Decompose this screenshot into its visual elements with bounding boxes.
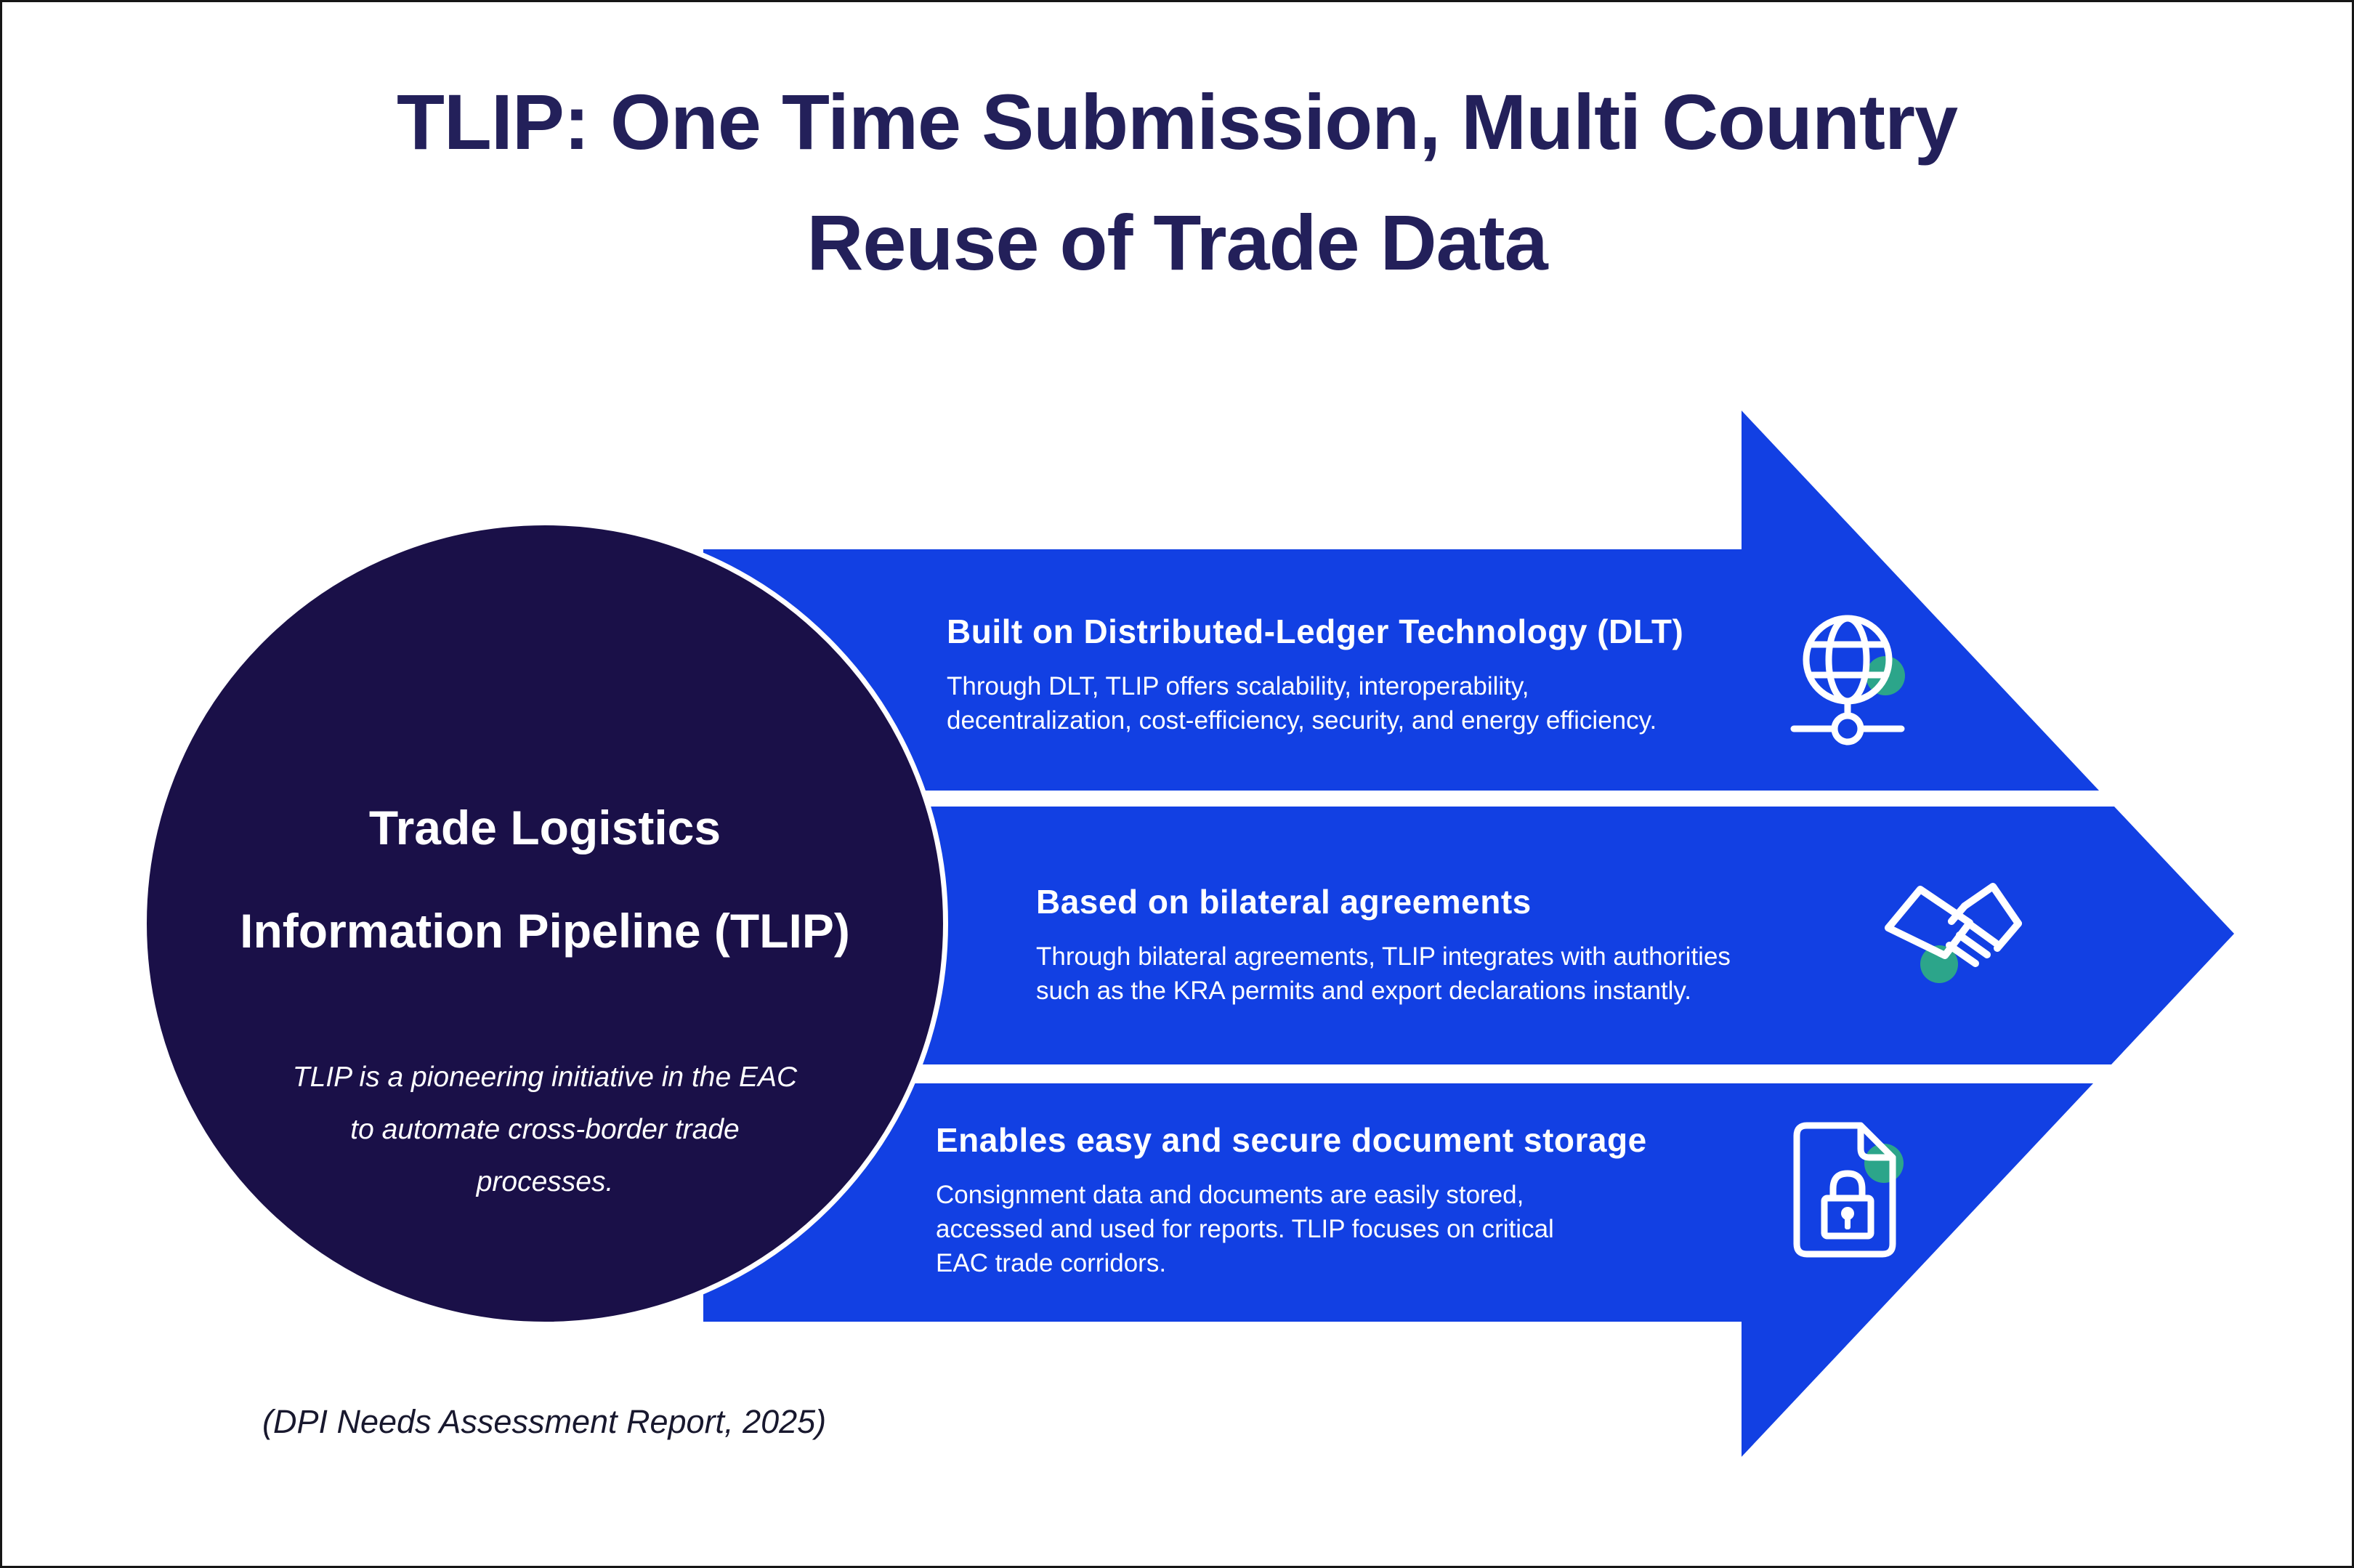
arrow-band-shape-middle — [703, 807, 2234, 1064]
circle-title-line2: Information Pipeline (TLIP) — [240, 904, 850, 958]
tlip-circle: Trade Logistics Information Pipeline (TL… — [142, 520, 948, 1327]
globe-network-icon — [1790, 615, 1905, 745]
circle-description: TLIP is a pioneering initiative in the E… — [292, 1062, 798, 1197]
arrow-band-shape-bottom — [703, 1083, 2093, 1457]
page-title-line2: Reuse of Trade Data — [806, 198, 1548, 286]
document-lock-icon — [1793, 1122, 1904, 1258]
band-1-body: Through DLT, TLIP offers scalability, in… — [947, 672, 1657, 735]
page-title-line1: TLIP: One Time Submission, Multi Country — [396, 78, 1958, 166]
handshake-icon — [1885, 883, 2022, 983]
band-1-heading: Built on Distributed-Ledger Technology (… — [947, 613, 1684, 650]
citation-text: (DPI Needs Assessment Report, 2025) — [262, 1403, 827, 1440]
band-3-heading: Enables easy and secure document storage — [936, 1121, 1647, 1159]
band-3-text: Enables easy and secure document storage… — [936, 1120, 1647, 1280]
band-2-body: Through bilateral agreements, TLIP integ… — [1036, 942, 1731, 1005]
keyhole — [1841, 1207, 1854, 1220]
page-title: TLIP: One Time Submission, Multi Country… — [2, 62, 2352, 303]
band-2-heading: Based on bilateral agreements — [1036, 883, 1532, 921]
arrow-band-shape-top — [703, 411, 2099, 791]
band-1-text: Built on Distributed-Ledger Technology (… — [947, 611, 1683, 737]
band-3-body: Consignment data and documents are easil… — [936, 1181, 1554, 1277]
circle-title-line1: Trade Logistics — [368, 801, 721, 854]
band-2-text: Based on bilateral agreements Through bi… — [1036, 881, 1731, 1008]
